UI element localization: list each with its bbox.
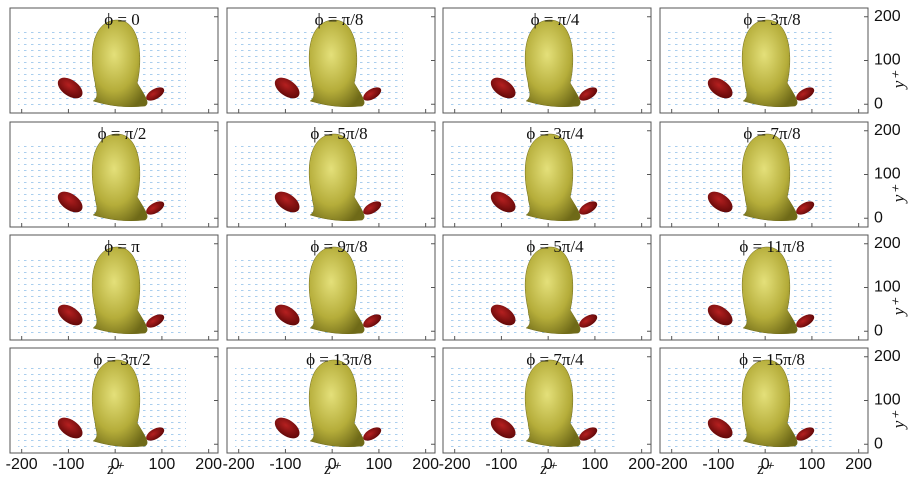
x-tick-label: 100	[149, 456, 176, 473]
y-tick-label: 200	[874, 235, 901, 252]
y-tick-label: 0	[874, 95, 883, 112]
x-tick-label: -100	[702, 456, 734, 473]
x-tick-label: -100	[485, 456, 517, 473]
panel-title: ϕ = π	[104, 237, 140, 256]
panel-title: ϕ = 15π/8	[739, 350, 805, 369]
panel-title: ϕ = 3π/8	[743, 10, 800, 29]
panel-title: ϕ = 9π/8	[310, 237, 367, 256]
y-axis-label: y⁺	[889, 410, 908, 431]
x-axis-label: z⁺	[756, 459, 775, 478]
y-tick-label: 200	[874, 122, 901, 139]
y-tick-label: 200	[874, 348, 901, 365]
x-tick-label: -100	[269, 456, 301, 473]
x-tick-label: -200	[223, 456, 255, 473]
x-axis-label: z⁺	[106, 459, 125, 478]
y-axis-label: y⁺	[889, 297, 908, 318]
panel-title: ϕ = π/8	[315, 10, 364, 29]
x-tick-label: 200	[195, 456, 222, 473]
panel-title: ϕ = 11π/8	[739, 237, 804, 256]
y-tick-label: 0	[874, 322, 883, 339]
y-tick-label: 0	[874, 435, 883, 452]
panel-title: ϕ = 3π/2	[93, 350, 150, 369]
panel-title: ϕ = 5π/8	[310, 124, 367, 143]
figure: ϕ = 0 ϕ = π/8 ϕ = π/4 ϕ = 3π/8 0 100 200 y⁺ ϕ = …	[0, 0, 909, 480]
x-tick-label: 200	[412, 456, 439, 473]
x-tick-label: 200	[628, 456, 655, 473]
x-tick-label: -200	[6, 456, 38, 473]
y-axis-label: y⁺	[889, 70, 908, 91]
x-tick-label: 100	[799, 456, 826, 473]
x-tick-label: -100	[52, 456, 84, 473]
y-tick-label: 100	[874, 52, 901, 69]
panel-title: ϕ = π/2	[98, 124, 147, 143]
y-tick-label: 100	[874, 279, 901, 296]
panel-title: ϕ = 5π/4	[526, 237, 584, 256]
y-tick-label: 100	[874, 166, 901, 183]
panel-title: ϕ = 7π/8	[743, 124, 800, 143]
x-tick-label: -200	[439, 456, 471, 473]
panel-title: ϕ = π/4	[531, 10, 580, 29]
x-tick-label: -200	[656, 456, 688, 473]
panel-title: ϕ = 7π/4	[526, 350, 584, 369]
x-tick-label: 200	[845, 456, 872, 473]
y-tick-label: 200	[874, 8, 901, 25]
x-tick-label: 100	[366, 456, 393, 473]
panel-title: ϕ = 0	[104, 10, 140, 29]
y-tick-label: 0	[874, 209, 883, 226]
x-axis-label: z⁺	[323, 459, 342, 478]
y-axis-label: y⁺	[889, 184, 908, 205]
panel-title: ϕ = 13π/8	[306, 350, 372, 369]
y-tick-label: 100	[874, 392, 901, 409]
x-axis-label: z⁺	[539, 459, 558, 478]
panel-title: ϕ = 3π/4	[526, 124, 584, 143]
x-tick-label: 100	[582, 456, 609, 473]
